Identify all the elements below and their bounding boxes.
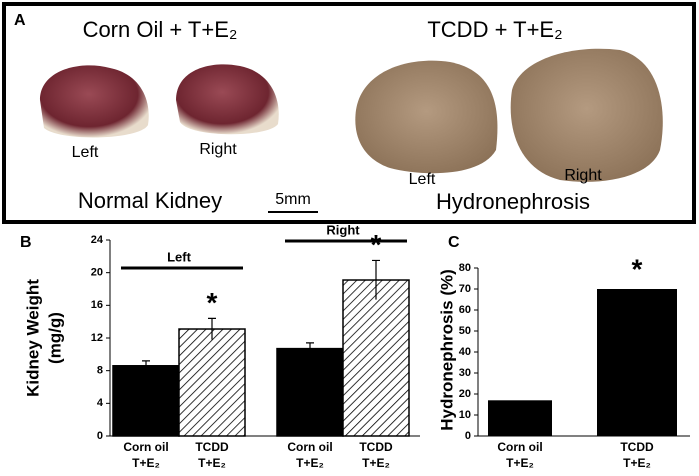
error-bar [306,342,314,355]
y-tick-label: 10 [459,409,471,421]
x-tick-sublabel: T+E₂ [198,456,226,470]
bar [488,400,552,436]
kidney-label: Right [564,167,602,184]
scale-bar-label: 5mm [275,191,311,208]
kidney-label: Left [72,144,99,161]
y-tick-label: 30 [459,367,471,379]
caption: Normal Kidney [78,188,222,213]
y-tick-label: 20 [91,267,103,279]
bar [597,289,677,436]
group-label: Left [167,249,192,264]
group-title: Corn Oil + T+E₂ [83,17,238,42]
x-tick-label: TCDD [195,440,229,454]
y-tick-label: 0 [97,430,103,442]
y-tick-label: 12 [91,332,103,344]
error-bar [142,360,150,371]
x-tick-sublabel: T+E₂ [296,456,324,470]
x-tick-sublabel: T+E₂ [623,456,651,470]
significance-marker: * [632,253,643,284]
group-title: TCDD + T+E₂ [427,17,562,42]
caption: Hydronephrosis [436,189,590,214]
y-tick-label: 8 [97,365,103,377]
y-tick-label: 70 [459,283,471,295]
y-tick-label: 40 [459,346,471,358]
y-tick-label: 16 [91,299,103,311]
error-bar [372,259,380,300]
kidney-label: Right [199,141,237,158]
bar [276,347,344,437]
y-tick-label: 20 [459,388,471,400]
x-tick-label: Corn oil [497,440,542,454]
y-tick-label: 80 [459,262,471,274]
group-label: Right [326,222,360,237]
x-tick-sublabel: T+E₂ [506,456,534,470]
kidney-photo [40,65,149,138]
y-axis-label: Kidney Weight [23,279,42,397]
bar [342,279,410,437]
x-tick-label: TCDD [620,440,654,454]
y-tick-label: 50 [459,325,471,337]
y-axis-label: Hydronephrosis (%) [437,269,456,431]
y-tick-label: 60 [459,304,471,316]
y-tick-label: 24 [91,234,104,246]
x-tick-label: TCDD [359,440,393,454]
bar [112,365,180,437]
y-tick-label: 0 [465,430,471,442]
panel-label: A [14,12,26,29]
bar [178,328,246,437]
kidney-label: Left [409,171,436,188]
significance-marker: * [371,229,382,260]
y-axis-label: (mg/g) [45,312,64,364]
x-tick-label: Corn oil [287,440,332,454]
kidney-photo [510,48,663,182]
error-bar [208,317,216,340]
kidney-photo [355,60,498,174]
significance-marker: * [207,287,218,318]
panel-label: B [20,234,32,251]
x-tick-sublabel: T+E₂ [132,456,160,470]
y-tick-label: 4 [97,397,104,409]
x-tick-label: Corn oil [123,440,168,454]
kidney-photo [176,64,279,135]
panel-label: C [448,234,460,251]
x-tick-sublabel: T+E₂ [362,456,390,470]
